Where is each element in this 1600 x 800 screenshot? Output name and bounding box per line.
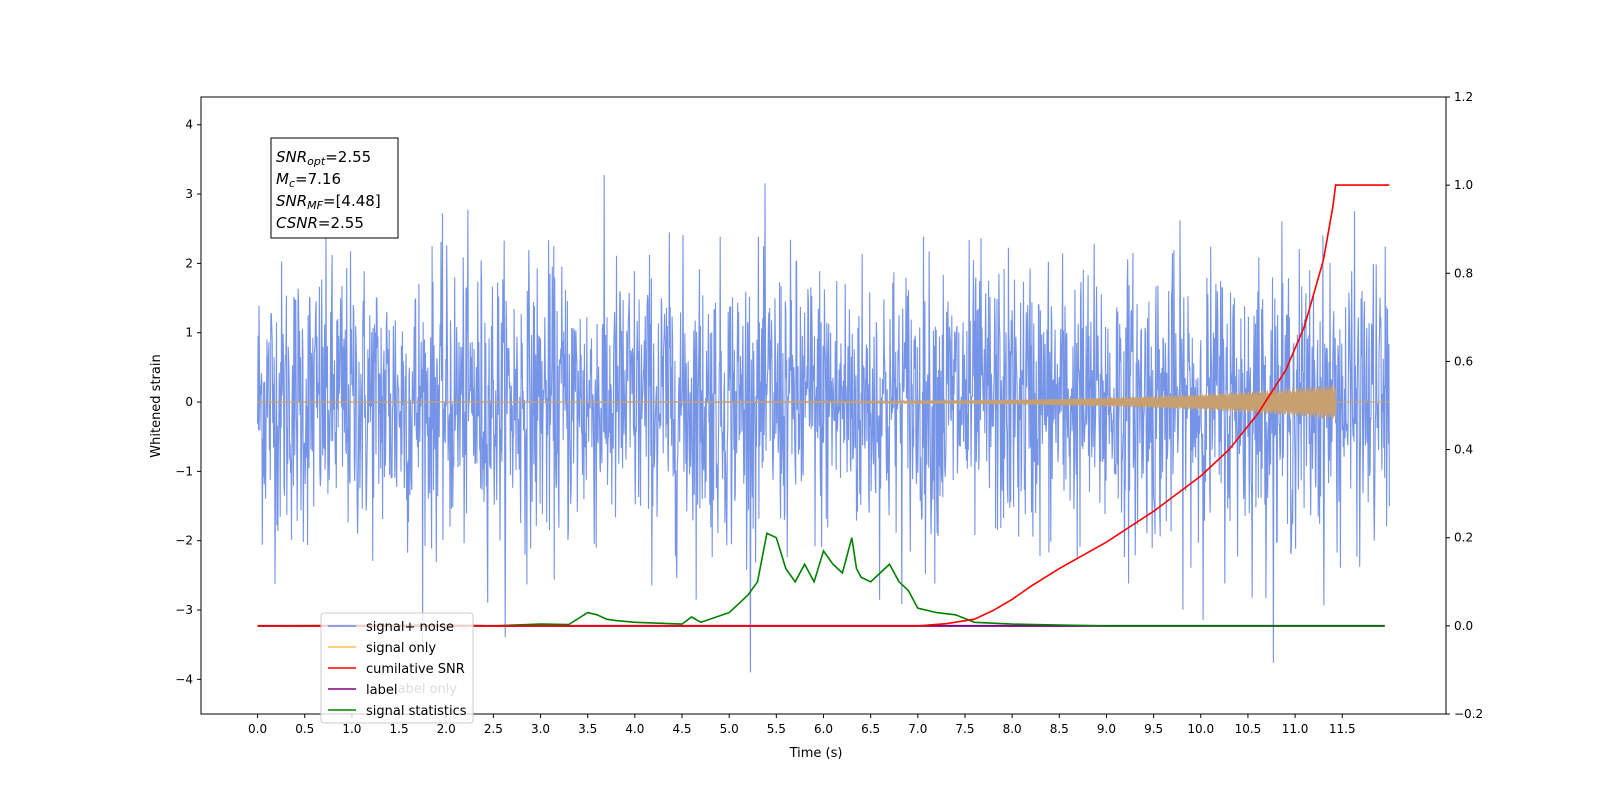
y-tick-label: −1 <box>175 464 193 478</box>
y-tick-label: 1 <box>185 326 193 340</box>
annotation-line: Mc=7.16 <box>276 170 341 190</box>
x-axis-label: Time (s) <box>789 746 843 761</box>
x-tick-label: 5.5 <box>767 722 786 736</box>
y2-tick-label: 1.2 <box>1454 90 1473 104</box>
series-signal-noise <box>257 174 1390 673</box>
x-tick-label: 1.5 <box>390 722 409 736</box>
y2-tick-label: 0.0 <box>1454 619 1473 633</box>
x-tick-label: 1.0 <box>342 722 361 736</box>
x-tick-label: 8.5 <box>1050 722 1069 736</box>
y-tick-label: −3 <box>175 603 193 617</box>
legend: label only signal+ noise signal only cumila… <box>320 612 474 724</box>
annotation-frame <box>270 137 399 239</box>
series-signal-only <box>257 384 1390 419</box>
y-tick-label: 3 <box>185 187 193 201</box>
x-tick-label: 9.5 <box>1144 722 1163 736</box>
x-tick-label: 7.5 <box>955 722 974 736</box>
y2-tick-label: 1.0 <box>1454 178 1473 192</box>
x-tick-label: 0.5 <box>295 722 314 736</box>
legend-label: label <box>366 683 397 698</box>
legend-label: cumilative SNR <box>366 662 465 677</box>
series-signal-statistics <box>257 532 1385 627</box>
x-tick-label: 9.0 <box>1097 722 1116 736</box>
annotation-line: SNRopt=2.55 <box>276 148 371 168</box>
x-tick-label: 6.5 <box>861 722 880 736</box>
legend-label: signal only <box>366 641 436 656</box>
x-tick-label: 2.0 <box>437 722 456 736</box>
legend-frame <box>320 612 474 724</box>
annotation-line: SNRMF=[4.48] <box>276 192 381 212</box>
axis-labels-group: Time (s) Whitened strain <box>149 354 842 761</box>
x-tick-label: 11.5 <box>1329 722 1356 736</box>
legend-label: signal+ noise <box>366 620 454 635</box>
y2-tick-label: −0.2 <box>1454 707 1483 721</box>
y-tick-label: 0 <box>185 395 193 409</box>
ticks-group: 0.0 0.5 1.0 1.5 2.0 2.5 3.0 3.5 4.0 4.5 5.0 5.5 6.0 6… <box>175 90 1483 736</box>
y-axis-label: Whitened strain <box>149 354 164 457</box>
legend-label: signal statistics <box>366 704 467 719</box>
x-tick-label: 8.0 <box>1003 722 1022 736</box>
y2-tick-label: 0.4 <box>1454 443 1473 457</box>
y-tick-label: −2 <box>175 534 193 548</box>
x-tick-label: 11.0 <box>1282 722 1309 736</box>
x-tick-label: 10.5 <box>1235 722 1262 736</box>
y-tick-label: −4 <box>175 672 193 686</box>
x-tick-label: 4.0 <box>625 722 644 736</box>
x-tick-label: 2.5 <box>484 722 503 736</box>
x-tick-label: 10.0 <box>1187 722 1214 736</box>
x-tick-label: 0.0 <box>248 722 267 736</box>
y-tick-label: 4 <box>185 118 193 132</box>
x-tick-label: 6.0 <box>814 722 833 736</box>
x-tick-label: 7.0 <box>908 722 927 736</box>
legend-hidden-text: label only <box>394 682 457 697</box>
x-tick-label: 3.5 <box>578 722 597 736</box>
y2-tick-label: 0.8 <box>1454 266 1473 280</box>
series-cumulative-snr <box>257 184 1390 627</box>
y2-tick-label: 0.2 <box>1454 531 1473 545</box>
x-tick-label: 3.0 <box>531 722 550 736</box>
annotation-line: CSNR=2.55 <box>276 214 364 232</box>
y-tick-label: 2 <box>185 256 193 270</box>
x-tick-label: 5.0 <box>720 722 739 736</box>
x-tick-label: 4.5 <box>672 722 691 736</box>
y2-tick-label: 0.6 <box>1454 354 1473 368</box>
series-group <box>257 174 1390 673</box>
